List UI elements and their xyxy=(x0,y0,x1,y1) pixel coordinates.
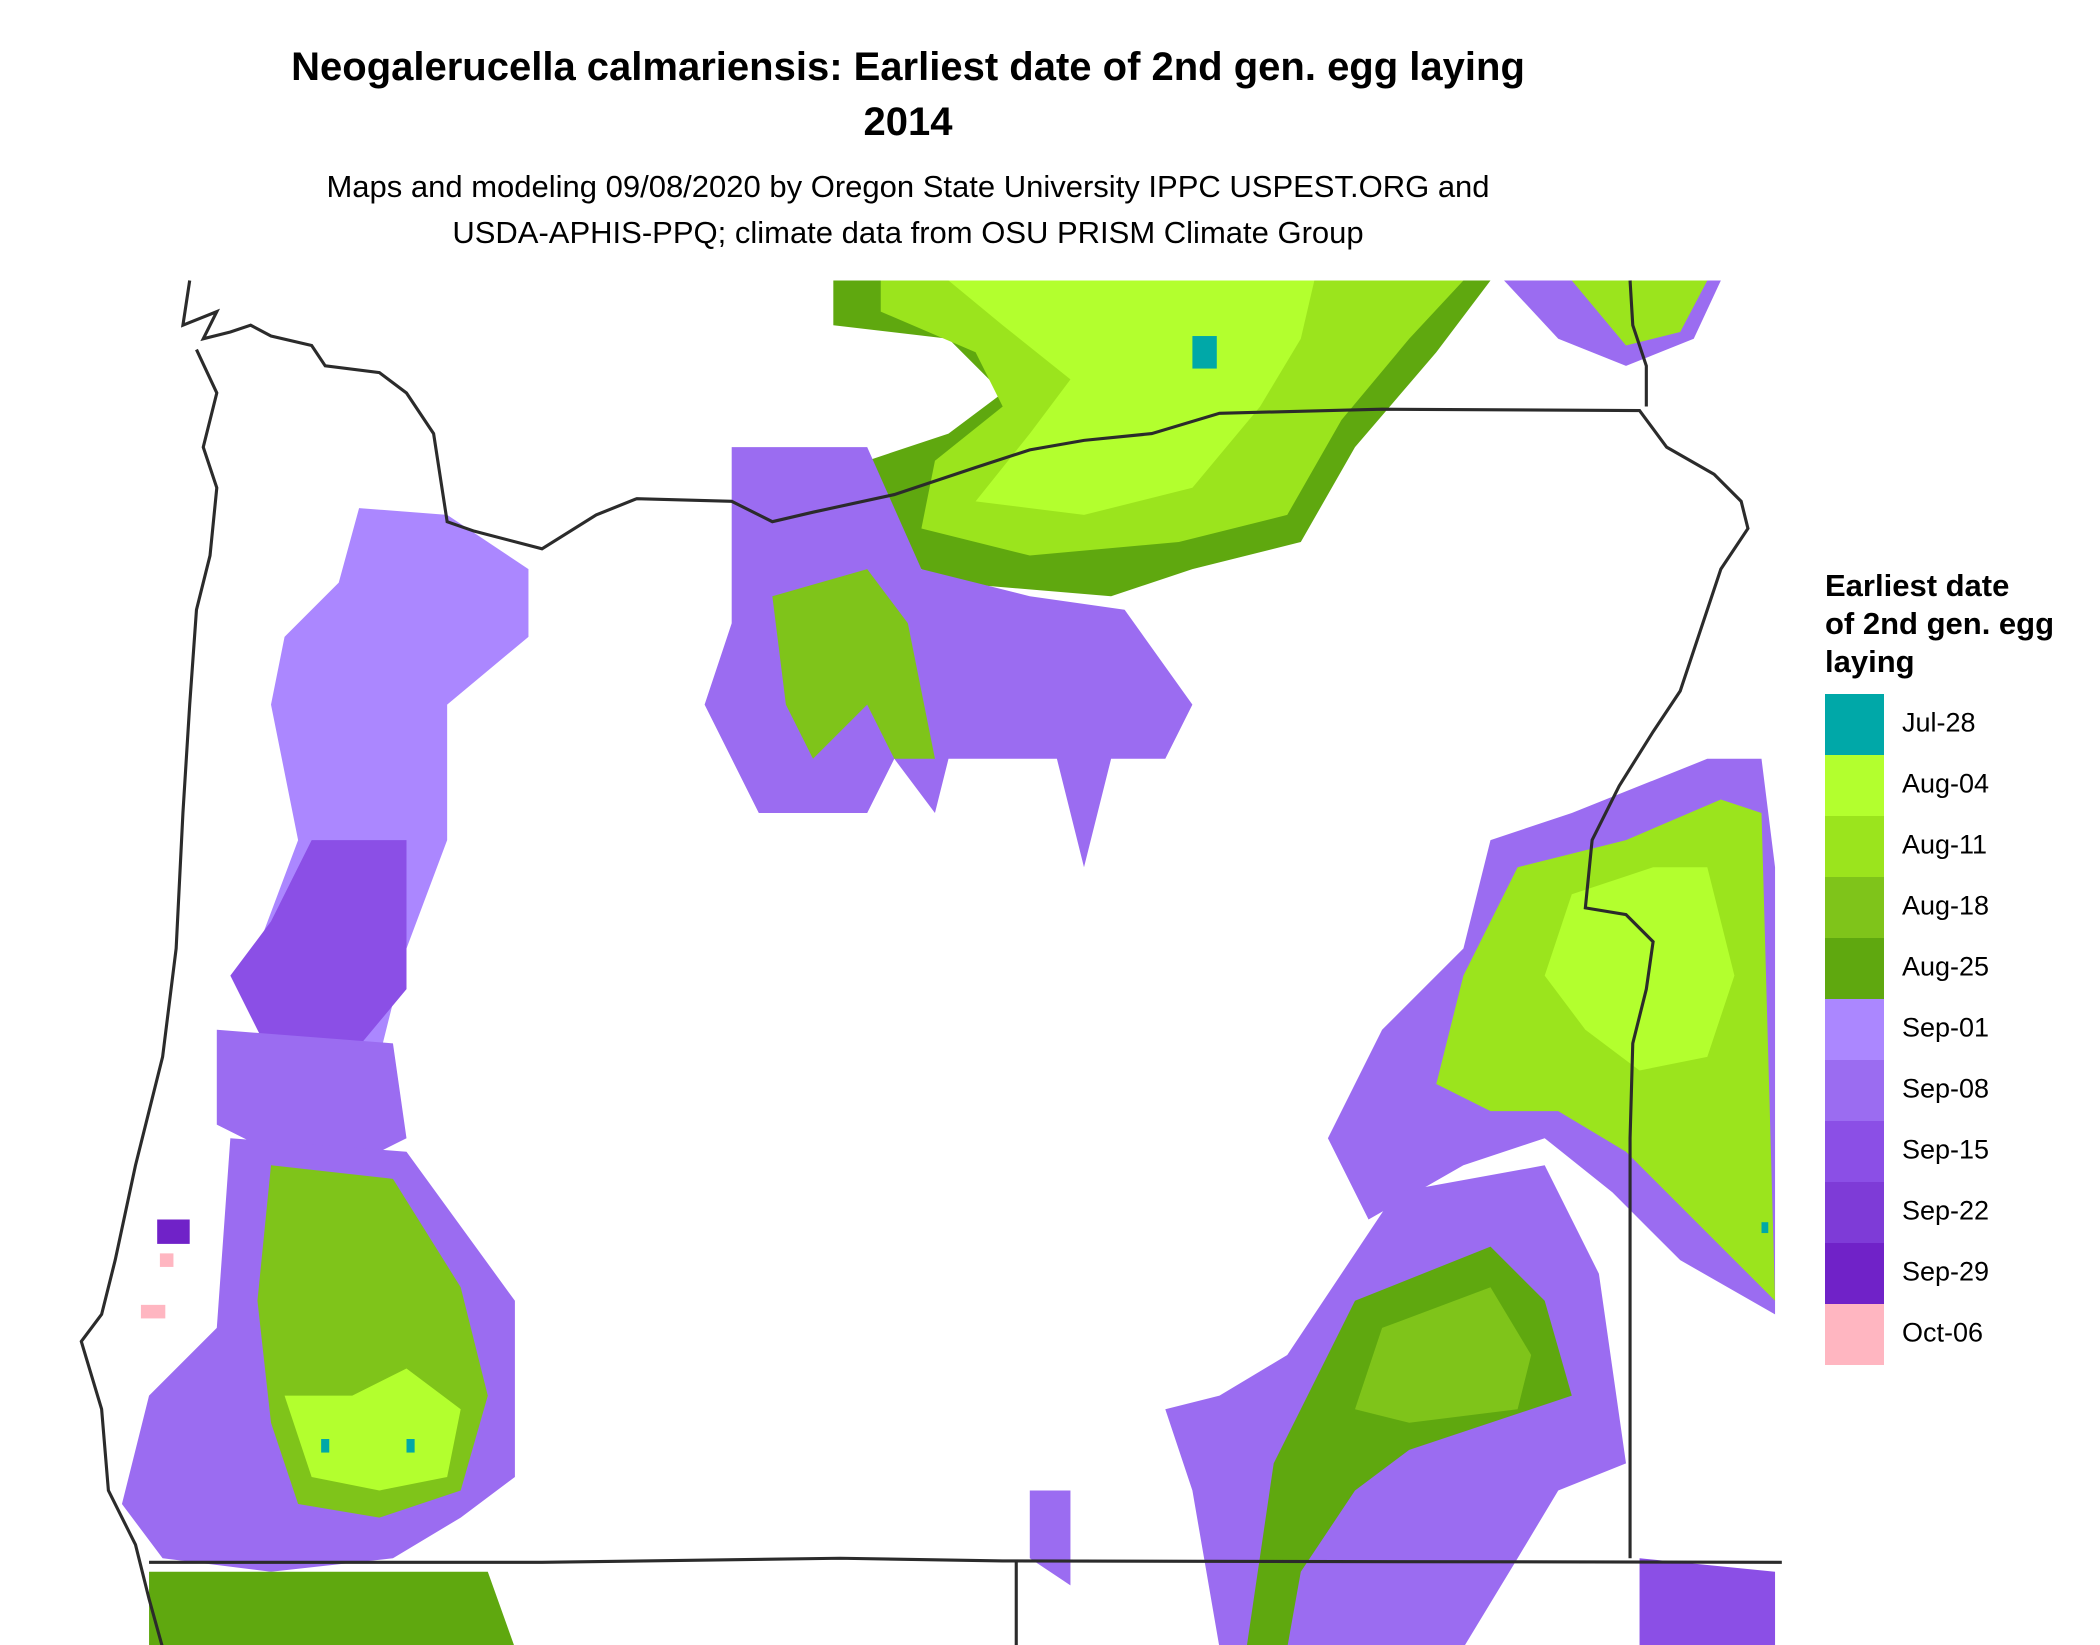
legend-key xyxy=(1825,1243,1884,1304)
legend-label: Aug-04 xyxy=(1902,769,1989,799)
state-border xyxy=(149,1556,1782,1564)
legend-title: Earliest date xyxy=(1825,568,2009,603)
region xyxy=(1544,867,1735,1071)
subtitle: Maps and modeling 09/08/2020 by Oregon S… xyxy=(326,169,1489,204)
region xyxy=(1761,1222,1769,1234)
region xyxy=(284,1368,461,1491)
legend-label: Sep-08 xyxy=(1902,1074,1989,1104)
region xyxy=(1029,1490,1071,1586)
legend-key xyxy=(1825,877,1884,938)
coastline xyxy=(79,348,219,1645)
state-border xyxy=(1628,280,1648,407)
region xyxy=(704,447,1193,868)
legend-label: Sep-22 xyxy=(1902,1196,1989,1226)
region xyxy=(948,280,1315,515)
legend-key xyxy=(1825,938,1884,999)
coastline xyxy=(180,280,1750,1559)
legend-key xyxy=(1825,1182,1884,1243)
legend-label: Jul-28 xyxy=(1902,708,1976,738)
region xyxy=(157,1219,190,1244)
region xyxy=(772,569,935,759)
legend-key xyxy=(1825,1060,1884,1121)
region xyxy=(149,1571,514,1645)
legend-title: laying xyxy=(1825,644,1915,679)
legend-label: Aug-18 xyxy=(1902,891,1989,921)
legend-label: Aug-11 xyxy=(1902,830,1987,860)
subtitle: USDA-APHIS-PPQ; climate data from OSU PR… xyxy=(452,215,1363,250)
map xyxy=(79,280,1782,1645)
region xyxy=(321,1439,330,1453)
legend-label: Sep-29 xyxy=(1902,1257,1989,1287)
region xyxy=(1571,280,1708,346)
title: 2014 xyxy=(864,100,954,144)
legend-title: of 2nd gen. egg xyxy=(1825,606,2054,641)
legend-label: Sep-01 xyxy=(1902,1013,1989,1043)
region xyxy=(159,1253,174,1267)
legend-label: Aug-25 xyxy=(1902,952,1989,982)
region xyxy=(230,840,407,1071)
region xyxy=(1355,1287,1532,1423)
legend: Jul-28 Aug-04 Aug-11 Aug-18 Aug-25 Sep-01 Sep-… xyxy=(1825,694,1989,1365)
legend-key xyxy=(1825,1304,1884,1365)
legend-label: Sep-15 xyxy=(1902,1135,1989,1165)
legend-key xyxy=(1825,755,1884,816)
region xyxy=(1192,336,1217,369)
legend-key xyxy=(1825,694,1884,755)
region xyxy=(406,1439,415,1453)
legend-key xyxy=(1825,999,1884,1060)
legend-key xyxy=(1825,1121,1884,1182)
title: Neogalerucella calmariensis: Earliest da… xyxy=(291,45,1525,89)
region xyxy=(216,1029,407,1166)
legend-key xyxy=(1825,816,1884,877)
legend-label: Oct-06 xyxy=(1902,1318,1983,1348)
region xyxy=(1639,1558,1776,1645)
region xyxy=(140,1304,166,1319)
